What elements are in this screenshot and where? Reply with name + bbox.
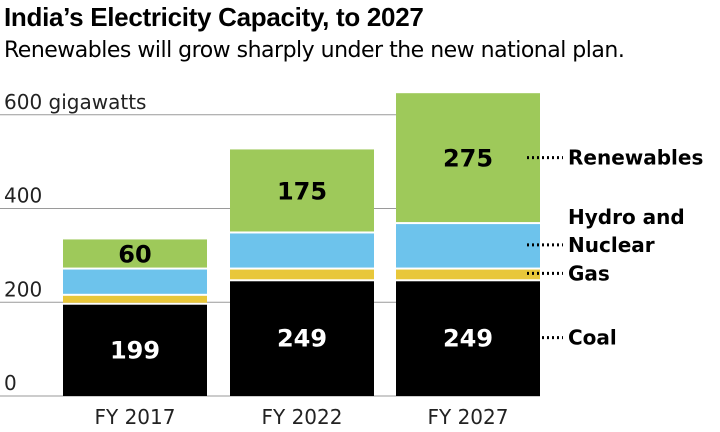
bar-segment-gas	[63, 295, 207, 303]
bar-segment-coal	[396, 281, 540, 396]
bar-segment-hydro-and-nuclear	[63, 269, 207, 294]
bar-value-label: 199	[110, 336, 160, 364]
y-tick-label: 0	[4, 371, 17, 395]
y-tick-label: 400	[4, 184, 42, 208]
bar-segment-coal	[63, 304, 207, 396]
bar-segment-renewables	[63, 239, 207, 268]
bar-segment-renewables	[396, 93, 540, 223]
chart-title: India’s Electricity Capacity, to 2027	[4, 2, 424, 32]
legend-label-hydro-and-nuclear: Nuclear	[568, 233, 655, 257]
bar-segment-hydro-and-nuclear	[396, 224, 540, 268]
bar-segment-gas	[396, 269, 540, 280]
y-tick-label: 600 gigawatts	[4, 90, 146, 114]
x-category-label: FY 2022	[262, 405, 343, 429]
x-category-label: FY 2017	[95, 405, 176, 429]
bar-value-label: 275	[443, 145, 493, 173]
bar-segment-coal	[230, 281, 374, 396]
bar-value-label: 249	[443, 325, 493, 353]
bar-segment-renewables	[230, 149, 374, 232]
legend-label-coal: Coal	[568, 326, 617, 350]
bar-segment-hydro-and-nuclear	[230, 233, 374, 268]
legend-label-hydro-and-nuclear: Hydro and	[568, 205, 685, 229]
bar-segment-gas	[230, 269, 374, 280]
legend-label-renewables: Renewables	[568, 146, 703, 170]
legend-label-gas: Gas	[568, 261, 610, 285]
bar-value-label: 60	[118, 241, 151, 269]
chart-subtitle: Renewables will grow sharply under the n…	[4, 38, 625, 63]
y-tick-label: 200	[4, 277, 42, 301]
bar-value-label: 249	[277, 325, 327, 353]
x-category-label: FY 2027	[428, 405, 509, 429]
bar-value-label: 175	[277, 177, 327, 205]
